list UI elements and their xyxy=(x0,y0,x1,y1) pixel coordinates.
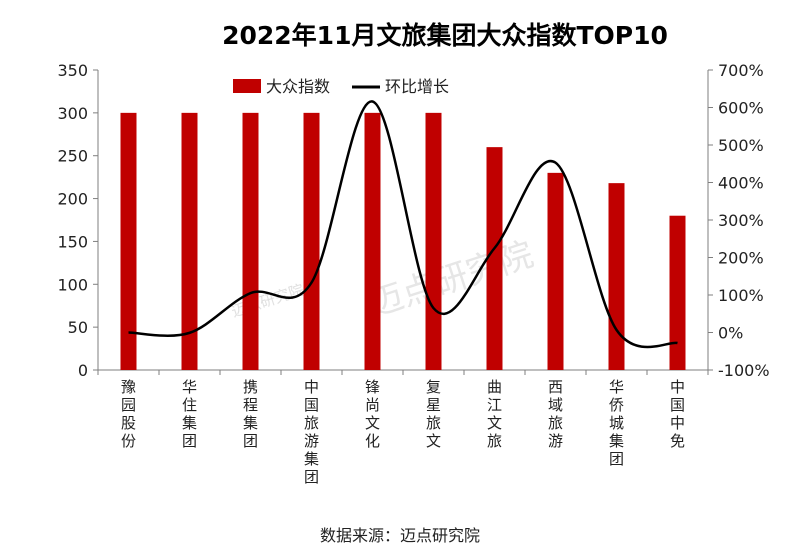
bar-携程集团 xyxy=(242,112,259,370)
bar-豫园股份 xyxy=(120,112,137,370)
legend-bar-label: 大众指数 xyxy=(266,77,330,96)
bar-华侨城集团 xyxy=(608,183,625,370)
left-tick-label: 100 xyxy=(57,275,88,294)
bar-曲江文旅 xyxy=(486,147,503,370)
right-tick-label: 0% xyxy=(718,324,743,343)
line-series xyxy=(128,100,678,349)
right-tick-label: -100% xyxy=(718,361,770,380)
left-tick-label: 150 xyxy=(57,232,88,251)
watermark-small: 迈点研究院 xyxy=(229,281,306,321)
right-tick-label: 400% xyxy=(718,174,764,193)
right-tick-label: 700% xyxy=(718,61,764,80)
right-tick-label: 200% xyxy=(718,249,764,268)
left-tick-label: 0 xyxy=(78,361,88,380)
left-tick-label: 50 xyxy=(68,318,88,337)
x-tick-label: 复星旅文 xyxy=(426,378,441,450)
left-tick-label: 300 xyxy=(57,104,88,123)
chart-title: 2022年11月文旅集团大众指数TOP10 xyxy=(222,21,668,50)
legend-line-label: 环比增长 xyxy=(385,77,449,96)
bar-中国旅游集团 xyxy=(303,112,320,370)
chart-source: 数据来源：迈点研究院 xyxy=(319,526,480,545)
bar-西域旅游 xyxy=(547,172,564,370)
x-tick-label: 中国中免 xyxy=(670,378,685,450)
bar-复星旅文 xyxy=(425,112,442,370)
x-tick-label: 豫园股份 xyxy=(121,378,136,450)
x-tick-label: 锋尚文化 xyxy=(365,378,380,450)
chart-svg: 迈点研究院迈点研究院050100150200250300350-100%0%10… xyxy=(57,61,770,486)
right-tick-label: 300% xyxy=(718,211,764,230)
bar-中国中免 xyxy=(669,215,686,370)
legend-bar-swatch xyxy=(233,79,261,93)
right-tick-label: 500% xyxy=(718,136,764,155)
x-tick-label: 华侨城集团 xyxy=(609,378,624,468)
x-tick-label: 曲江文旅 xyxy=(487,378,502,450)
right-tick-label: 600% xyxy=(718,99,764,118)
right-tick-label: 100% xyxy=(718,286,764,305)
x-tick-label: 华住集团 xyxy=(182,378,197,450)
left-tick-label: 200 xyxy=(57,190,88,209)
left-tick-label: 350 xyxy=(57,61,88,80)
left-tick-label: 250 xyxy=(57,147,88,166)
bar-华住集团 xyxy=(181,112,198,370)
bar-锋尚文化 xyxy=(364,112,381,370)
x-tick-label: 西域旅游 xyxy=(548,378,563,450)
x-tick-label: 中国旅游集团 xyxy=(304,378,319,486)
x-tick-label: 携程集团 xyxy=(243,378,258,450)
